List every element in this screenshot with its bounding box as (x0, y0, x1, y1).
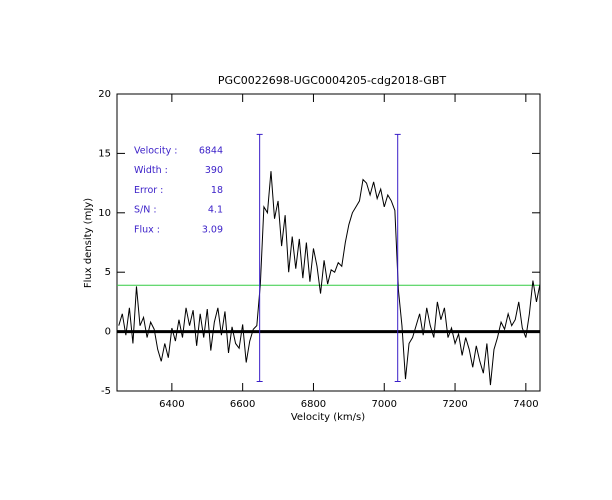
annotation-label: Error : (134, 185, 163, 196)
plot-frame (116, 93, 541, 392)
spectrum-line (118, 171, 541, 386)
x-tick-label: 7400 (513, 399, 538, 410)
annotation-label: Velocity : (134, 146, 178, 157)
x-tick-label: 7000 (372, 399, 397, 410)
annotation-label: Width : (134, 165, 168, 176)
annotation-value: 4.1 (208, 205, 223, 216)
y-tick-label: 10 (98, 208, 111, 219)
chart-title: PGC0022698-UGC0004205-cdg2018-GBT (218, 74, 446, 87)
y-axis-label: Flux density (mJy) (83, 198, 94, 288)
y-tick-label: 5 (105, 267, 111, 278)
annotation-label: Flux : (134, 224, 160, 235)
x-tick-label: 6600 (230, 399, 255, 410)
x-axis-label: Velocity (km/s) (291, 412, 365, 423)
annotation-value: 18 (211, 185, 223, 196)
annotation-value: 390 (205, 165, 223, 176)
y-tick-label: 20 (98, 89, 111, 100)
annotation-value: 6844 (199, 146, 223, 157)
x-tick-label: 6800 (301, 399, 326, 410)
y-tick-label: -5 (101, 386, 111, 397)
annotation-label: S/N : (134, 205, 157, 216)
x-tick-label: 7200 (442, 399, 467, 410)
x-tick-label: 6400 (159, 399, 184, 410)
y-tick-label: 0 (105, 327, 111, 338)
annotation-value: 3.09 (202, 224, 223, 235)
y-tick-label: 15 (98, 148, 111, 159)
